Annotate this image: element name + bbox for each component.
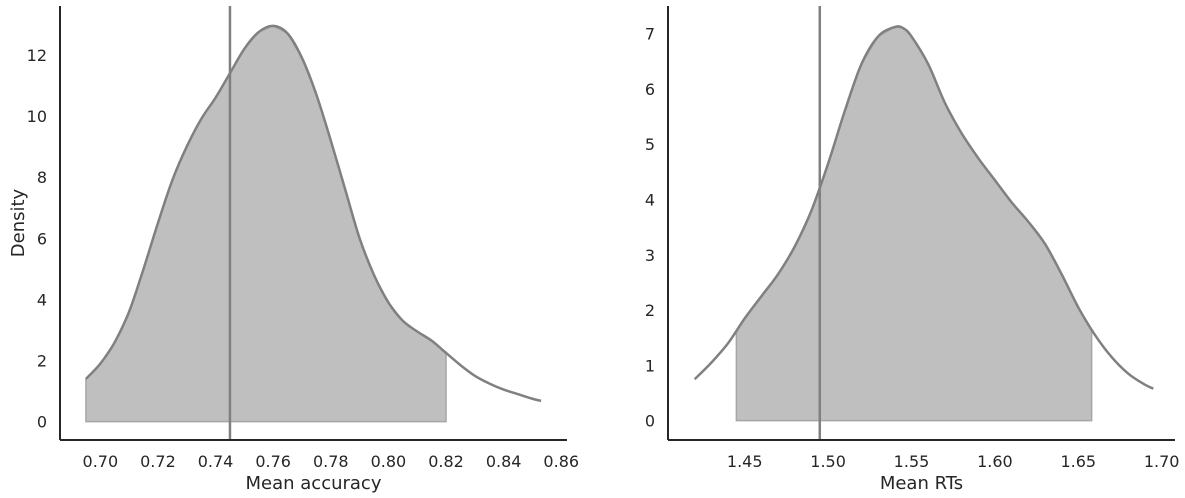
x-tick-label: 0.76 [255, 452, 291, 471]
y-tick-label: 0 [645, 412, 655, 431]
x-axis-label: Mean RTs [880, 473, 963, 494]
x-tick-label: 0.84 [486, 452, 522, 471]
x-tick-label: 1.45 [727, 452, 763, 471]
y-tick-label: 5 [645, 135, 655, 154]
y-tick-label: 6 [37, 229, 47, 248]
shaded-interval-area [735, 26, 1093, 422]
y-tick-label: 2 [37, 352, 47, 371]
y-tick-label: 6 [645, 80, 655, 99]
x-tick-label: 1.70 [1144, 452, 1180, 471]
x-tick-label: 0.86 [543, 452, 579, 471]
y-tick-label: 0 [37, 413, 47, 432]
x-tick-label: 1.55 [894, 452, 930, 471]
x-tick-label: 1.50 [810, 452, 846, 471]
y-tick-label: 8 [37, 168, 47, 187]
density-curve [85, 24, 542, 403]
y-tick-label: 1 [645, 356, 655, 375]
x-tick-label: 0.72 [140, 452, 176, 471]
accuracy-density-panel: 0.70 0.72 0.74 0.76 0.78 0.80 0.82 0.84 0.86 0 2 4 6… [8, 6, 579, 494]
x-tick-label: 1.60 [977, 452, 1013, 471]
y-axis-label: Density [8, 188, 29, 257]
x-tick-label: 0.80 [371, 452, 407, 471]
rt-density-panel: 1.45 1.50 1.55 1.60 1.65 1.70 0 1 2 3 4 5 6 7 Mean RTs [645, 6, 1180, 494]
y-tick-label: 7 [645, 25, 655, 44]
y-tick-label: 4 [37, 290, 47, 309]
y-tick-label: 12 [27, 46, 47, 65]
y-tick-label: 2 [645, 301, 655, 320]
x-tick-label: 0.78 [313, 452, 349, 471]
x-tick-label: 0.82 [428, 452, 464, 471]
y-tick-label: 10 [27, 107, 47, 126]
density-curve [693, 25, 1154, 390]
y-tick-label: 3 [645, 246, 655, 265]
y-tick-label: 4 [645, 191, 655, 210]
shaded-interval-area [85, 25, 447, 423]
x-axis-label: Mean accuracy [246, 473, 382, 494]
x-tick-label: 1.65 [1060, 452, 1096, 471]
x-tick-label: 0.74 [198, 452, 234, 471]
x-tick-label: 0.70 [83, 452, 119, 471]
